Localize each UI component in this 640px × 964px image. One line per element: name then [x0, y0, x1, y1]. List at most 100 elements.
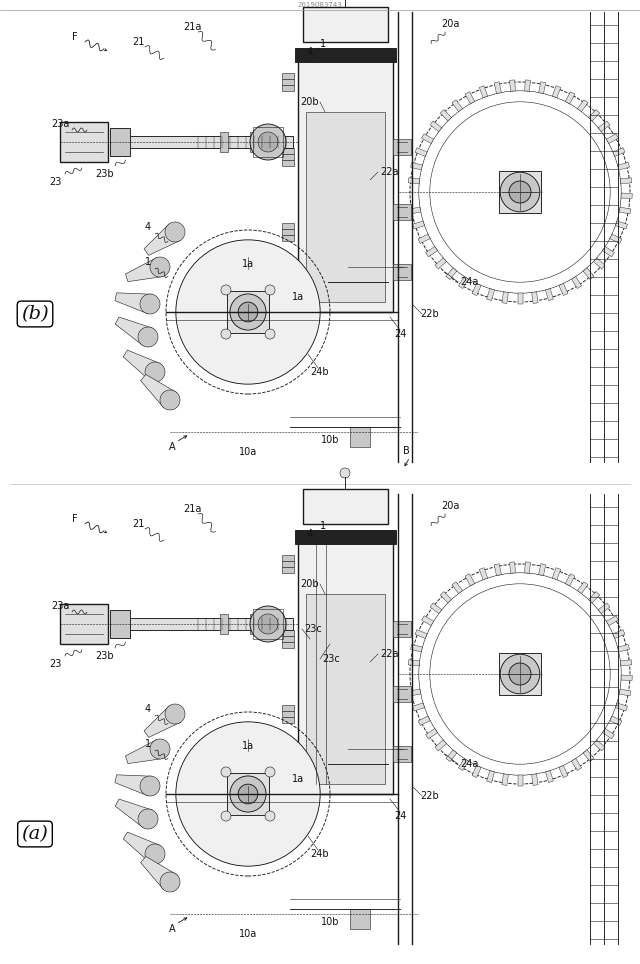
Text: 21: 21	[132, 37, 144, 47]
Bar	[282, 630, 294, 636]
Text: 2019083743: 2019083743	[298, 2, 342, 8]
Polygon shape	[621, 675, 632, 681]
Text: 1: 1	[145, 739, 151, 749]
Polygon shape	[502, 292, 508, 304]
Bar	[303, 489, 388, 524]
Polygon shape	[559, 283, 568, 296]
Text: 23c: 23c	[304, 624, 322, 634]
Text: 22a: 22a	[380, 649, 399, 659]
Polygon shape	[458, 277, 468, 288]
Polygon shape	[115, 775, 152, 795]
Polygon shape	[545, 288, 554, 301]
Text: 20a: 20a	[441, 501, 459, 511]
Polygon shape	[565, 574, 575, 586]
Polygon shape	[125, 739, 163, 763]
Text: 1: 1	[320, 521, 326, 531]
Bar	[60, 604, 108, 644]
Text: 10b: 10b	[321, 435, 339, 445]
Polygon shape	[620, 659, 632, 666]
Text: 24: 24	[394, 811, 406, 821]
Bar	[282, 160, 294, 166]
Bar	[508, 665, 532, 683]
Text: 21a: 21a	[183, 22, 201, 32]
Text: 20a: 20a	[441, 19, 459, 29]
Text: 10a: 10a	[239, 447, 257, 457]
Text: A: A	[169, 442, 175, 452]
Text: 10a: 10a	[239, 929, 257, 939]
Polygon shape	[141, 374, 177, 408]
Polygon shape	[413, 221, 424, 229]
Polygon shape	[518, 775, 522, 787]
Polygon shape	[486, 770, 495, 783]
Text: 23a: 23a	[52, 601, 70, 611]
Polygon shape	[620, 207, 631, 214]
Text: 21a: 21a	[183, 504, 201, 514]
Polygon shape	[621, 193, 632, 199]
Polygon shape	[616, 221, 627, 229]
Bar	[120, 136, 293, 148]
Text: 23c: 23c	[322, 654, 340, 664]
Bar	[227, 773, 269, 816]
Circle shape	[145, 844, 165, 864]
Polygon shape	[418, 716, 430, 726]
Circle shape	[160, 390, 180, 410]
Text: 21: 21	[132, 519, 144, 529]
Text: A: A	[169, 924, 175, 934]
Bar	[393, 686, 411, 702]
Polygon shape	[144, 224, 180, 255]
Polygon shape	[479, 568, 488, 579]
Polygon shape	[602, 247, 614, 256]
Bar	[295, 48, 396, 62]
Polygon shape	[422, 134, 434, 144]
Bar	[306, 594, 385, 784]
Polygon shape	[593, 739, 605, 751]
Text: 1a: 1a	[292, 774, 304, 784]
Bar	[282, 642, 294, 648]
Polygon shape	[408, 659, 420, 666]
Polygon shape	[413, 703, 424, 711]
Polygon shape	[472, 283, 481, 296]
Polygon shape	[606, 616, 618, 626]
Text: 10b: 10b	[321, 917, 339, 927]
Text: (b): (b)	[21, 305, 49, 323]
Bar	[275, 614, 283, 634]
Polygon shape	[618, 162, 630, 170]
Circle shape	[258, 132, 278, 152]
Bar	[282, 223, 294, 229]
Bar	[295, 530, 396, 544]
Circle shape	[250, 124, 286, 160]
Circle shape	[230, 294, 266, 330]
Polygon shape	[613, 629, 625, 638]
Bar	[275, 132, 283, 152]
Bar	[120, 618, 293, 630]
Text: 22b: 22b	[420, 791, 440, 801]
Bar	[110, 128, 130, 156]
Bar	[393, 746, 411, 762]
Circle shape	[258, 614, 278, 634]
Polygon shape	[559, 765, 568, 778]
Text: 24b: 24b	[310, 367, 330, 377]
Bar	[282, 229, 294, 235]
Polygon shape	[123, 832, 160, 863]
Text: 23b: 23b	[96, 651, 115, 661]
Polygon shape	[430, 602, 442, 614]
Polygon shape	[458, 759, 468, 770]
Polygon shape	[502, 774, 508, 786]
Bar	[350, 909, 370, 929]
Polygon shape	[525, 80, 531, 92]
Polygon shape	[440, 592, 451, 602]
Text: 24: 24	[394, 329, 406, 339]
Polygon shape	[613, 147, 625, 156]
Polygon shape	[572, 277, 582, 288]
Circle shape	[165, 222, 185, 242]
Polygon shape	[435, 739, 447, 751]
Bar	[227, 291, 269, 334]
Polygon shape	[620, 177, 632, 184]
Polygon shape	[408, 177, 420, 184]
Text: 24a: 24a	[460, 277, 478, 287]
Bar	[282, 561, 294, 567]
Polygon shape	[494, 564, 501, 576]
Bar	[499, 171, 541, 213]
Bar	[306, 112, 385, 302]
Bar	[298, 534, 393, 794]
